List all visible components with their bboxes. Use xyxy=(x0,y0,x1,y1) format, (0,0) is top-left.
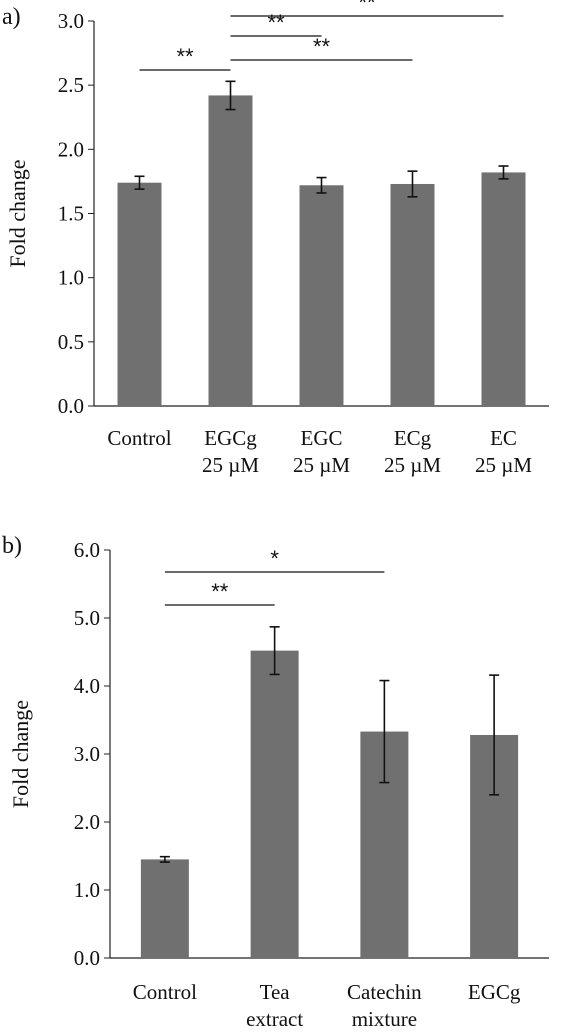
bar xyxy=(390,183,435,406)
significance-stars: * xyxy=(270,546,279,571)
y-axis-label: Fold change xyxy=(5,159,30,267)
y-tick-label: 6.0 xyxy=(74,538,100,562)
y-tick-label: 1.0 xyxy=(74,878,100,902)
y-tick-label: 3.0 xyxy=(74,742,100,766)
x-tick-label: 25 µM xyxy=(384,453,441,477)
x-tick-label: Control xyxy=(107,426,171,450)
bar xyxy=(299,185,344,406)
y-tick-label: 1.5 xyxy=(58,202,84,226)
significance-stars: ** xyxy=(358,0,376,15)
x-tick-label: extract xyxy=(246,1007,303,1031)
x-tick-label: Control xyxy=(133,980,197,1004)
x-tick-label: mixture xyxy=(352,1007,417,1031)
x-tick-label: 25 µM xyxy=(293,453,350,477)
bar xyxy=(208,95,253,406)
x-tick-label: ECg xyxy=(394,426,432,450)
significance-stars: ** xyxy=(211,579,229,604)
chart-panel-a: a) 0.0 0.5 1.0 1.5 2.0 2.5 3.0 Fold change Contro… xyxy=(2,0,549,477)
panel-label: a) xyxy=(2,4,21,30)
panel-label: b) xyxy=(2,533,22,559)
y-tick-label: 5.0 xyxy=(74,606,100,630)
x-tick-label: EGC xyxy=(301,426,343,450)
x-tick-label: Catechin xyxy=(347,980,422,1004)
bar xyxy=(140,859,189,958)
y-tick-label: 2.5 xyxy=(58,73,84,97)
x-tick-label: EC xyxy=(490,426,517,450)
y-tick-label: 0.0 xyxy=(58,394,84,418)
bar xyxy=(250,650,299,958)
y-tick-label: 0.5 xyxy=(58,330,84,354)
y-axis-label: Fold change xyxy=(8,700,33,808)
x-tick-label: EGCg xyxy=(468,980,521,1004)
significance-stars: ** xyxy=(267,10,285,35)
x-tick-label: EGCg xyxy=(204,426,257,450)
x-tick-label: 25 µM xyxy=(475,453,532,477)
y-tick-label: 0.0 xyxy=(74,946,100,970)
y-tick-label: 2.0 xyxy=(58,137,84,161)
x-tick-label: 25 µM xyxy=(202,453,259,477)
significance-stars: ** xyxy=(313,34,331,59)
significance-stars: ** xyxy=(176,44,194,69)
bar xyxy=(481,172,526,406)
y-tick-label: 2.0 xyxy=(74,810,100,834)
x-tick-label: Tea xyxy=(260,980,291,1004)
y-tick-label: 3.0 xyxy=(58,9,84,33)
bar xyxy=(117,182,162,406)
y-tick-label: 4.0 xyxy=(74,674,100,698)
y-tick-label: 1.0 xyxy=(58,266,84,290)
chart-panel-b: b) 0.0 1.0 2.0 3.0 4.0 5.0 6.0 Fold change Contro… xyxy=(2,533,549,1031)
